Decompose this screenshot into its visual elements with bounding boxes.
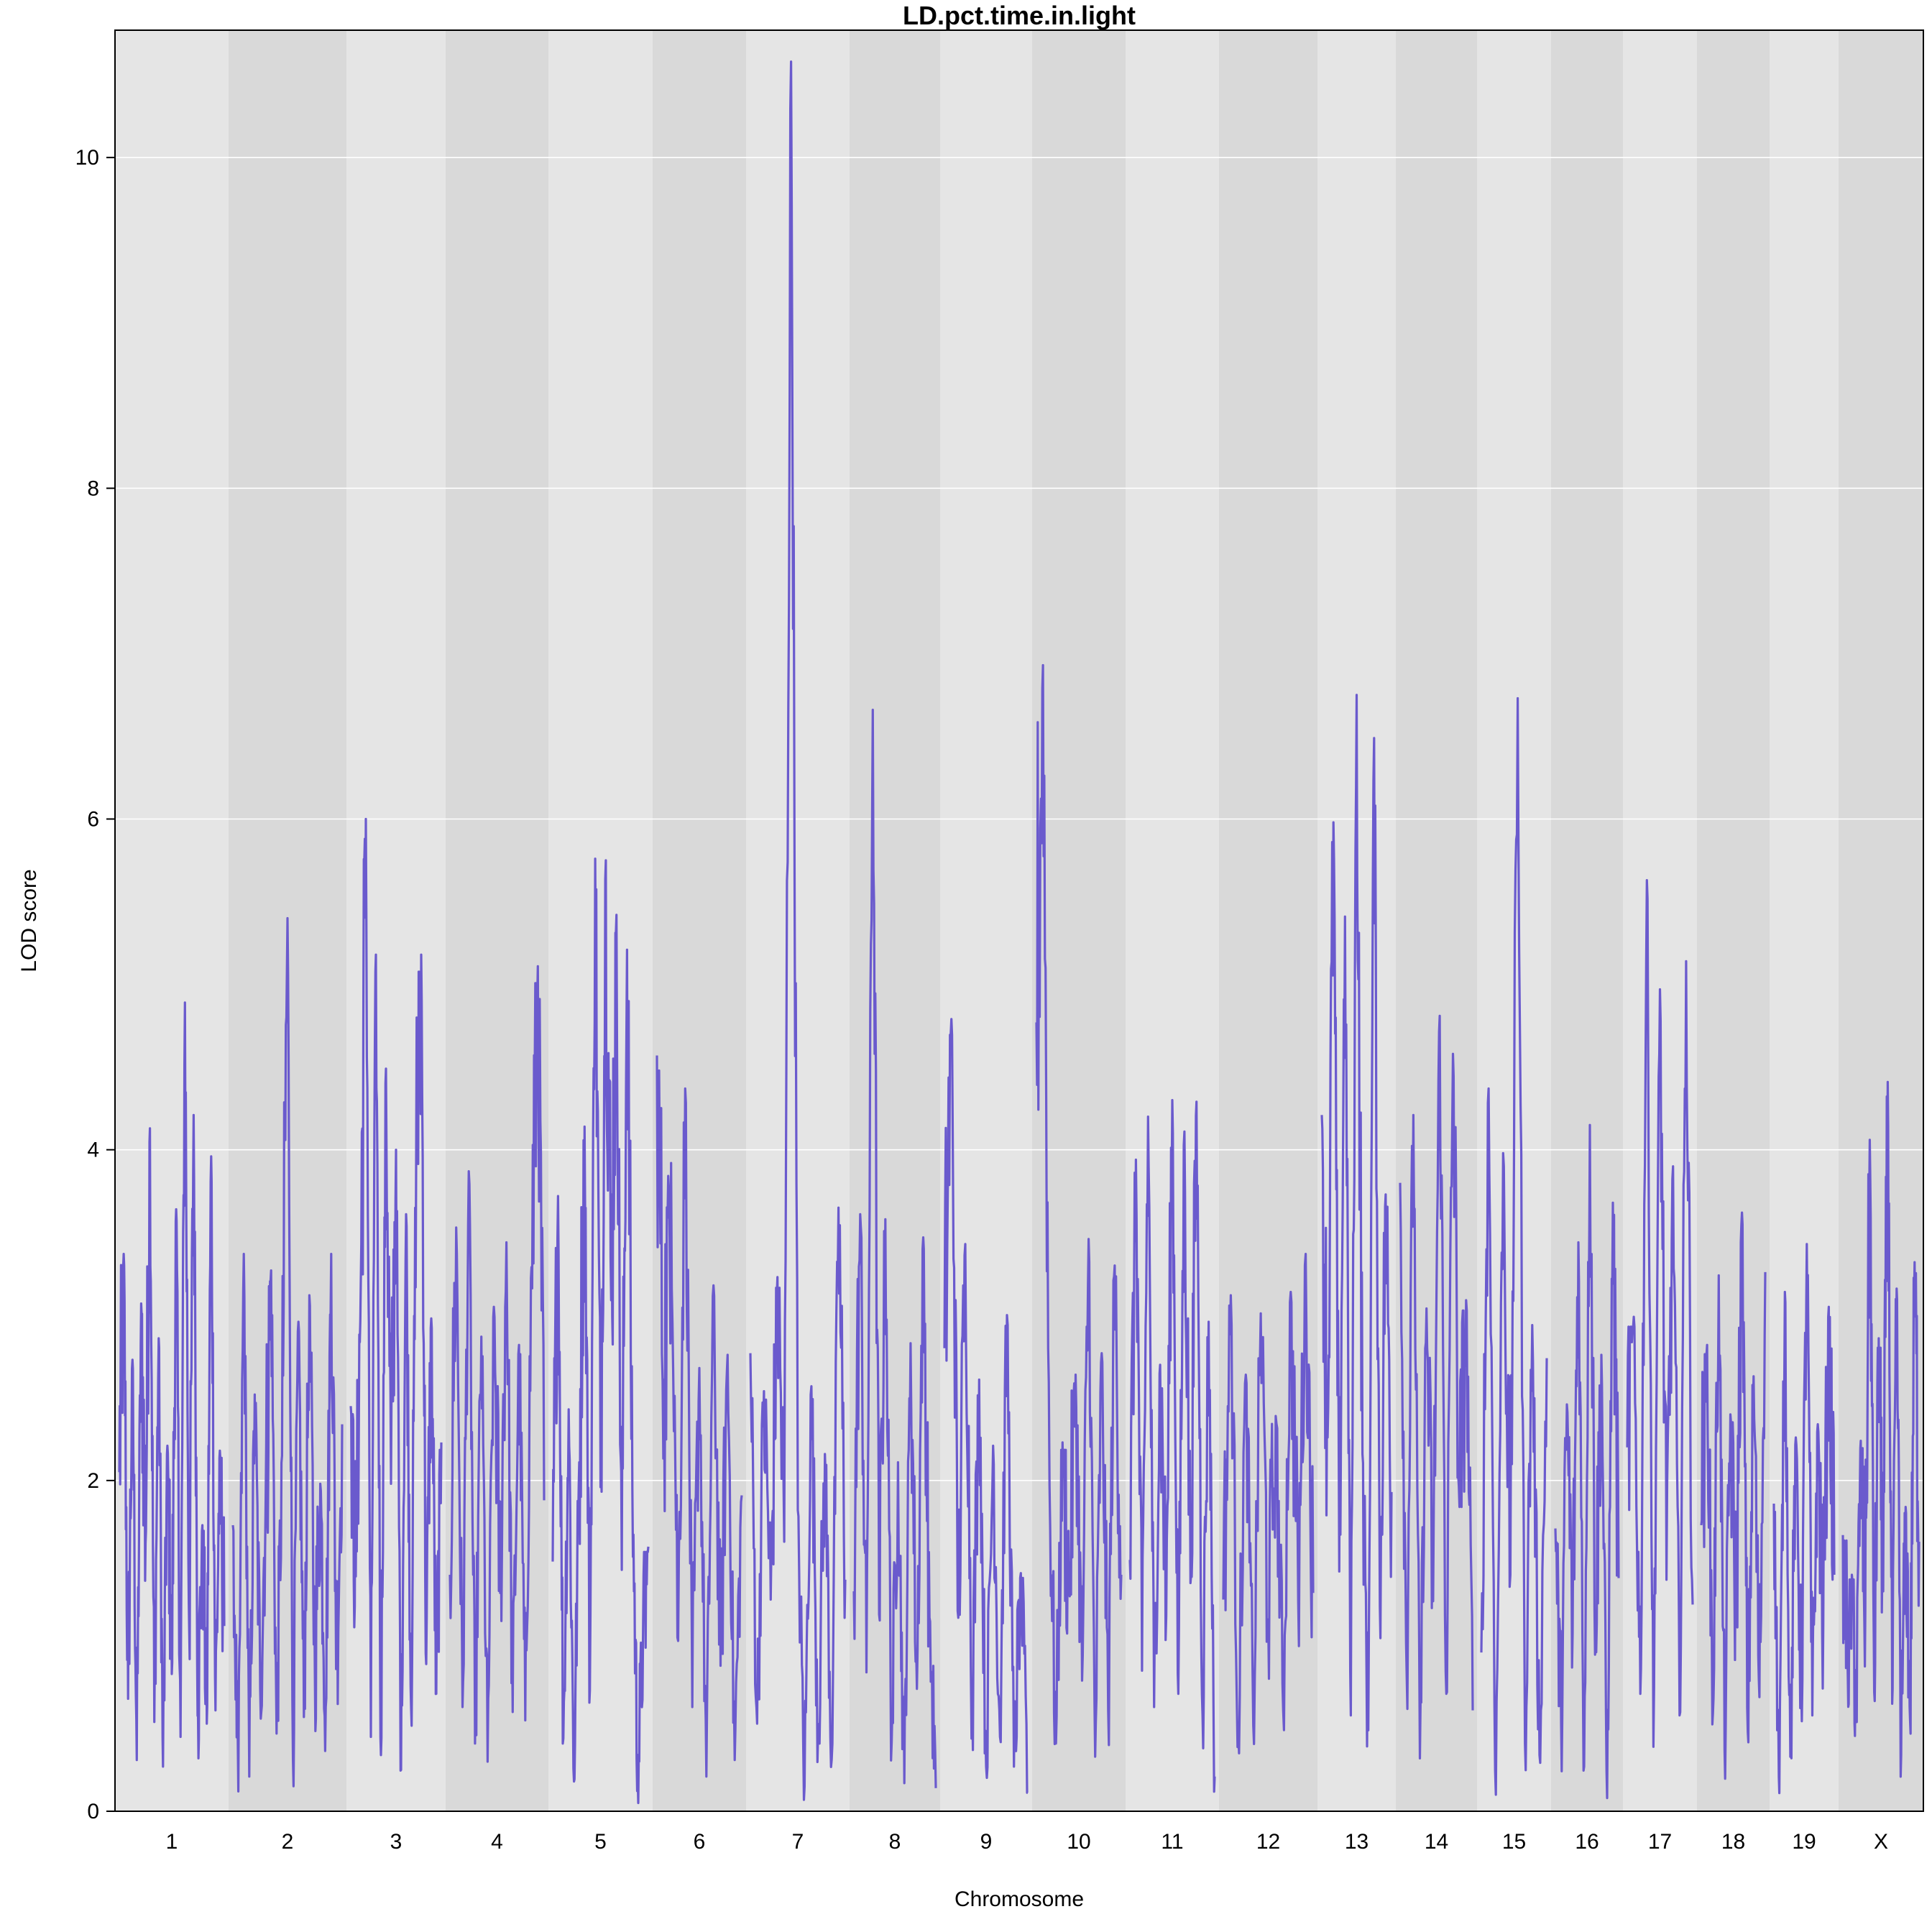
x-tick-label-6: 6 — [694, 1830, 706, 1854]
lod-line-chr-11 — [1128, 1099, 1216, 1793]
x-tick-label-11: 11 — [1161, 1830, 1183, 1854]
x-tick-label-14: 14 — [1425, 1830, 1448, 1854]
lod-line-chr-14 — [1399, 1014, 1474, 1760]
x-tick-label-17: 17 — [1648, 1830, 1672, 1854]
chromosome-band-3 — [346, 30, 446, 1811]
x-tick-label-10: 10 — [1067, 1830, 1090, 1854]
lod-line-chr-18 — [1700, 1211, 1767, 1780]
x-tick-label-7: 7 — [792, 1830, 804, 1854]
x-tick-label-16: 16 — [1575, 1830, 1598, 1854]
y-tick-label-2: 2 — [87, 1469, 99, 1493]
chromosome-band-4 — [446, 30, 548, 1811]
y-tick-label-8: 8 — [87, 477, 99, 500]
chromosome-band-5 — [548, 30, 653, 1811]
x-tick-label-8: 8 — [889, 1830, 901, 1854]
y-axis-title: LOD score — [17, 869, 41, 972]
lod-line-chr-5 — [551, 857, 650, 1805]
lod-line-chr-2 — [231, 916, 344, 1793]
x-tick-label-4: 4 — [491, 1830, 503, 1854]
lod-line-chr-1 — [118, 1001, 226, 1768]
x-tick-label-18: 18 — [1721, 1830, 1745, 1854]
y-tick-label-10: 10 — [75, 146, 99, 170]
lod-line-chr-16 — [1554, 1123, 1620, 1800]
lod-line-chr-6 — [656, 1055, 743, 1778]
x-tick-label-13: 13 — [1345, 1830, 1368, 1854]
x-tick-label-5: 5 — [594, 1830, 607, 1854]
x-tick-label-19: 19 — [1792, 1830, 1816, 1854]
x-tick-label-2: 2 — [282, 1830, 294, 1854]
y-tick-label-4: 4 — [87, 1138, 99, 1162]
lod-line-chr-12 — [1222, 1253, 1315, 1754]
x-tick-label-1: 1 — [166, 1830, 178, 1854]
lod-line-chr-10 — [1035, 663, 1123, 1758]
plot-frame — [114, 29, 1924, 1812]
lod-line-chr-4 — [448, 965, 546, 1763]
chromosome-band-12 — [1219, 30, 1317, 1811]
x-tick-label-3: 3 — [390, 1830, 402, 1854]
x-tick-label-X: X — [1874, 1830, 1888, 1854]
x-tick-label-15: 15 — [1502, 1830, 1526, 1854]
x-axis-title: Chromosome — [954, 1887, 1084, 1911]
chromosome-band-17 — [1623, 30, 1697, 1811]
y-tick-label-0: 0 — [87, 1800, 99, 1823]
lod-line-chr-15 — [1480, 696, 1548, 1796]
y-tick-label-6: 6 — [87, 807, 99, 831]
lod-line-chr-7 — [749, 60, 847, 1801]
lod-series — [118, 60, 1920, 1805]
lod-line-chr-X — [1841, 1080, 1920, 1778]
lod-line-chr-19 — [1772, 1243, 1836, 1795]
lod-line-chr-17 — [1626, 879, 1694, 1748]
lod-line-chr-9 — [943, 1018, 1029, 1795]
x-tick-label-9: 9 — [980, 1830, 993, 1854]
y-axis: 0 2 4 6 8 10 — [75, 146, 115, 1823]
lod-line-chr-3 — [349, 817, 443, 1772]
chromosome-band-9 — [940, 30, 1032, 1811]
lod-line-chr-8 — [852, 709, 937, 1788]
chromosome-band-6 — [653, 30, 746, 1811]
lod-line-chr-13 — [1320, 694, 1393, 1748]
chart-title: LD.pct.time.in.light — [903, 1, 1136, 30]
x-axis: 1 2 3 4 5 6 7 8 9 10 11 12 13 14 15 16 17 18 19 X — [166, 1830, 1888, 1854]
x-tick-label-12: 12 — [1256, 1830, 1280, 1854]
